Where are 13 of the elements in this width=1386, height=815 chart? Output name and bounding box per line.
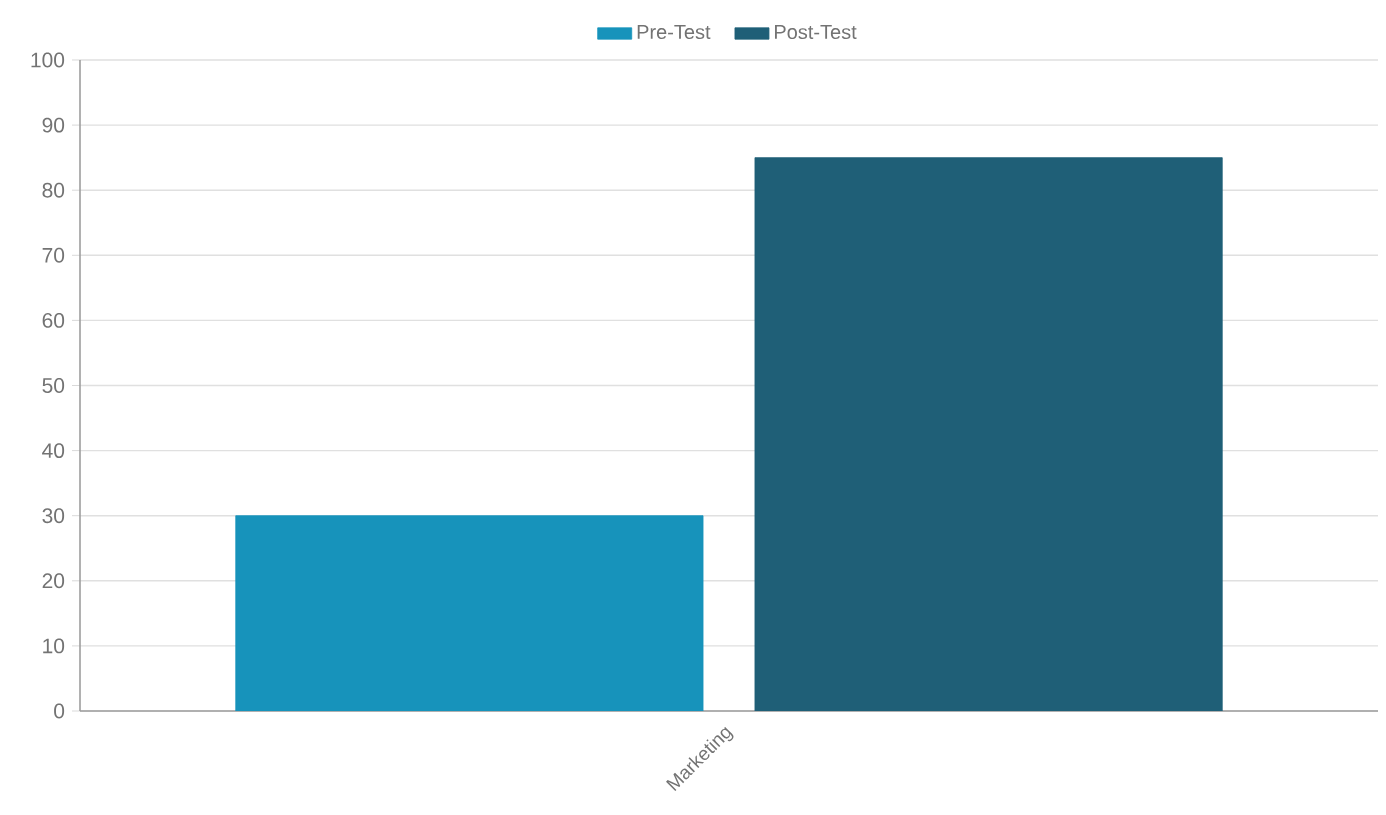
y-tick-label: 50: [42, 378, 65, 393]
y-tick-label: 90: [42, 117, 65, 133]
legend-label: Post-Test: [775, 25, 857, 40]
y-tick-label: 40: [42, 443, 65, 459]
legend-label: Pre-Test: [637, 25, 711, 40]
y-tick-label: 20: [42, 573, 65, 589]
y-tick-label: 70: [42, 247, 65, 263]
y-tick-label: 30: [42, 508, 65, 524]
y-tick-label: 60: [42, 312, 65, 328]
y-tick-label: 80: [42, 182, 65, 198]
y-tick-label: 10: [43, 638, 65, 654]
y-tick-label: 100: [31, 52, 65, 68]
y-tick-label: 0: [54, 703, 65, 719]
